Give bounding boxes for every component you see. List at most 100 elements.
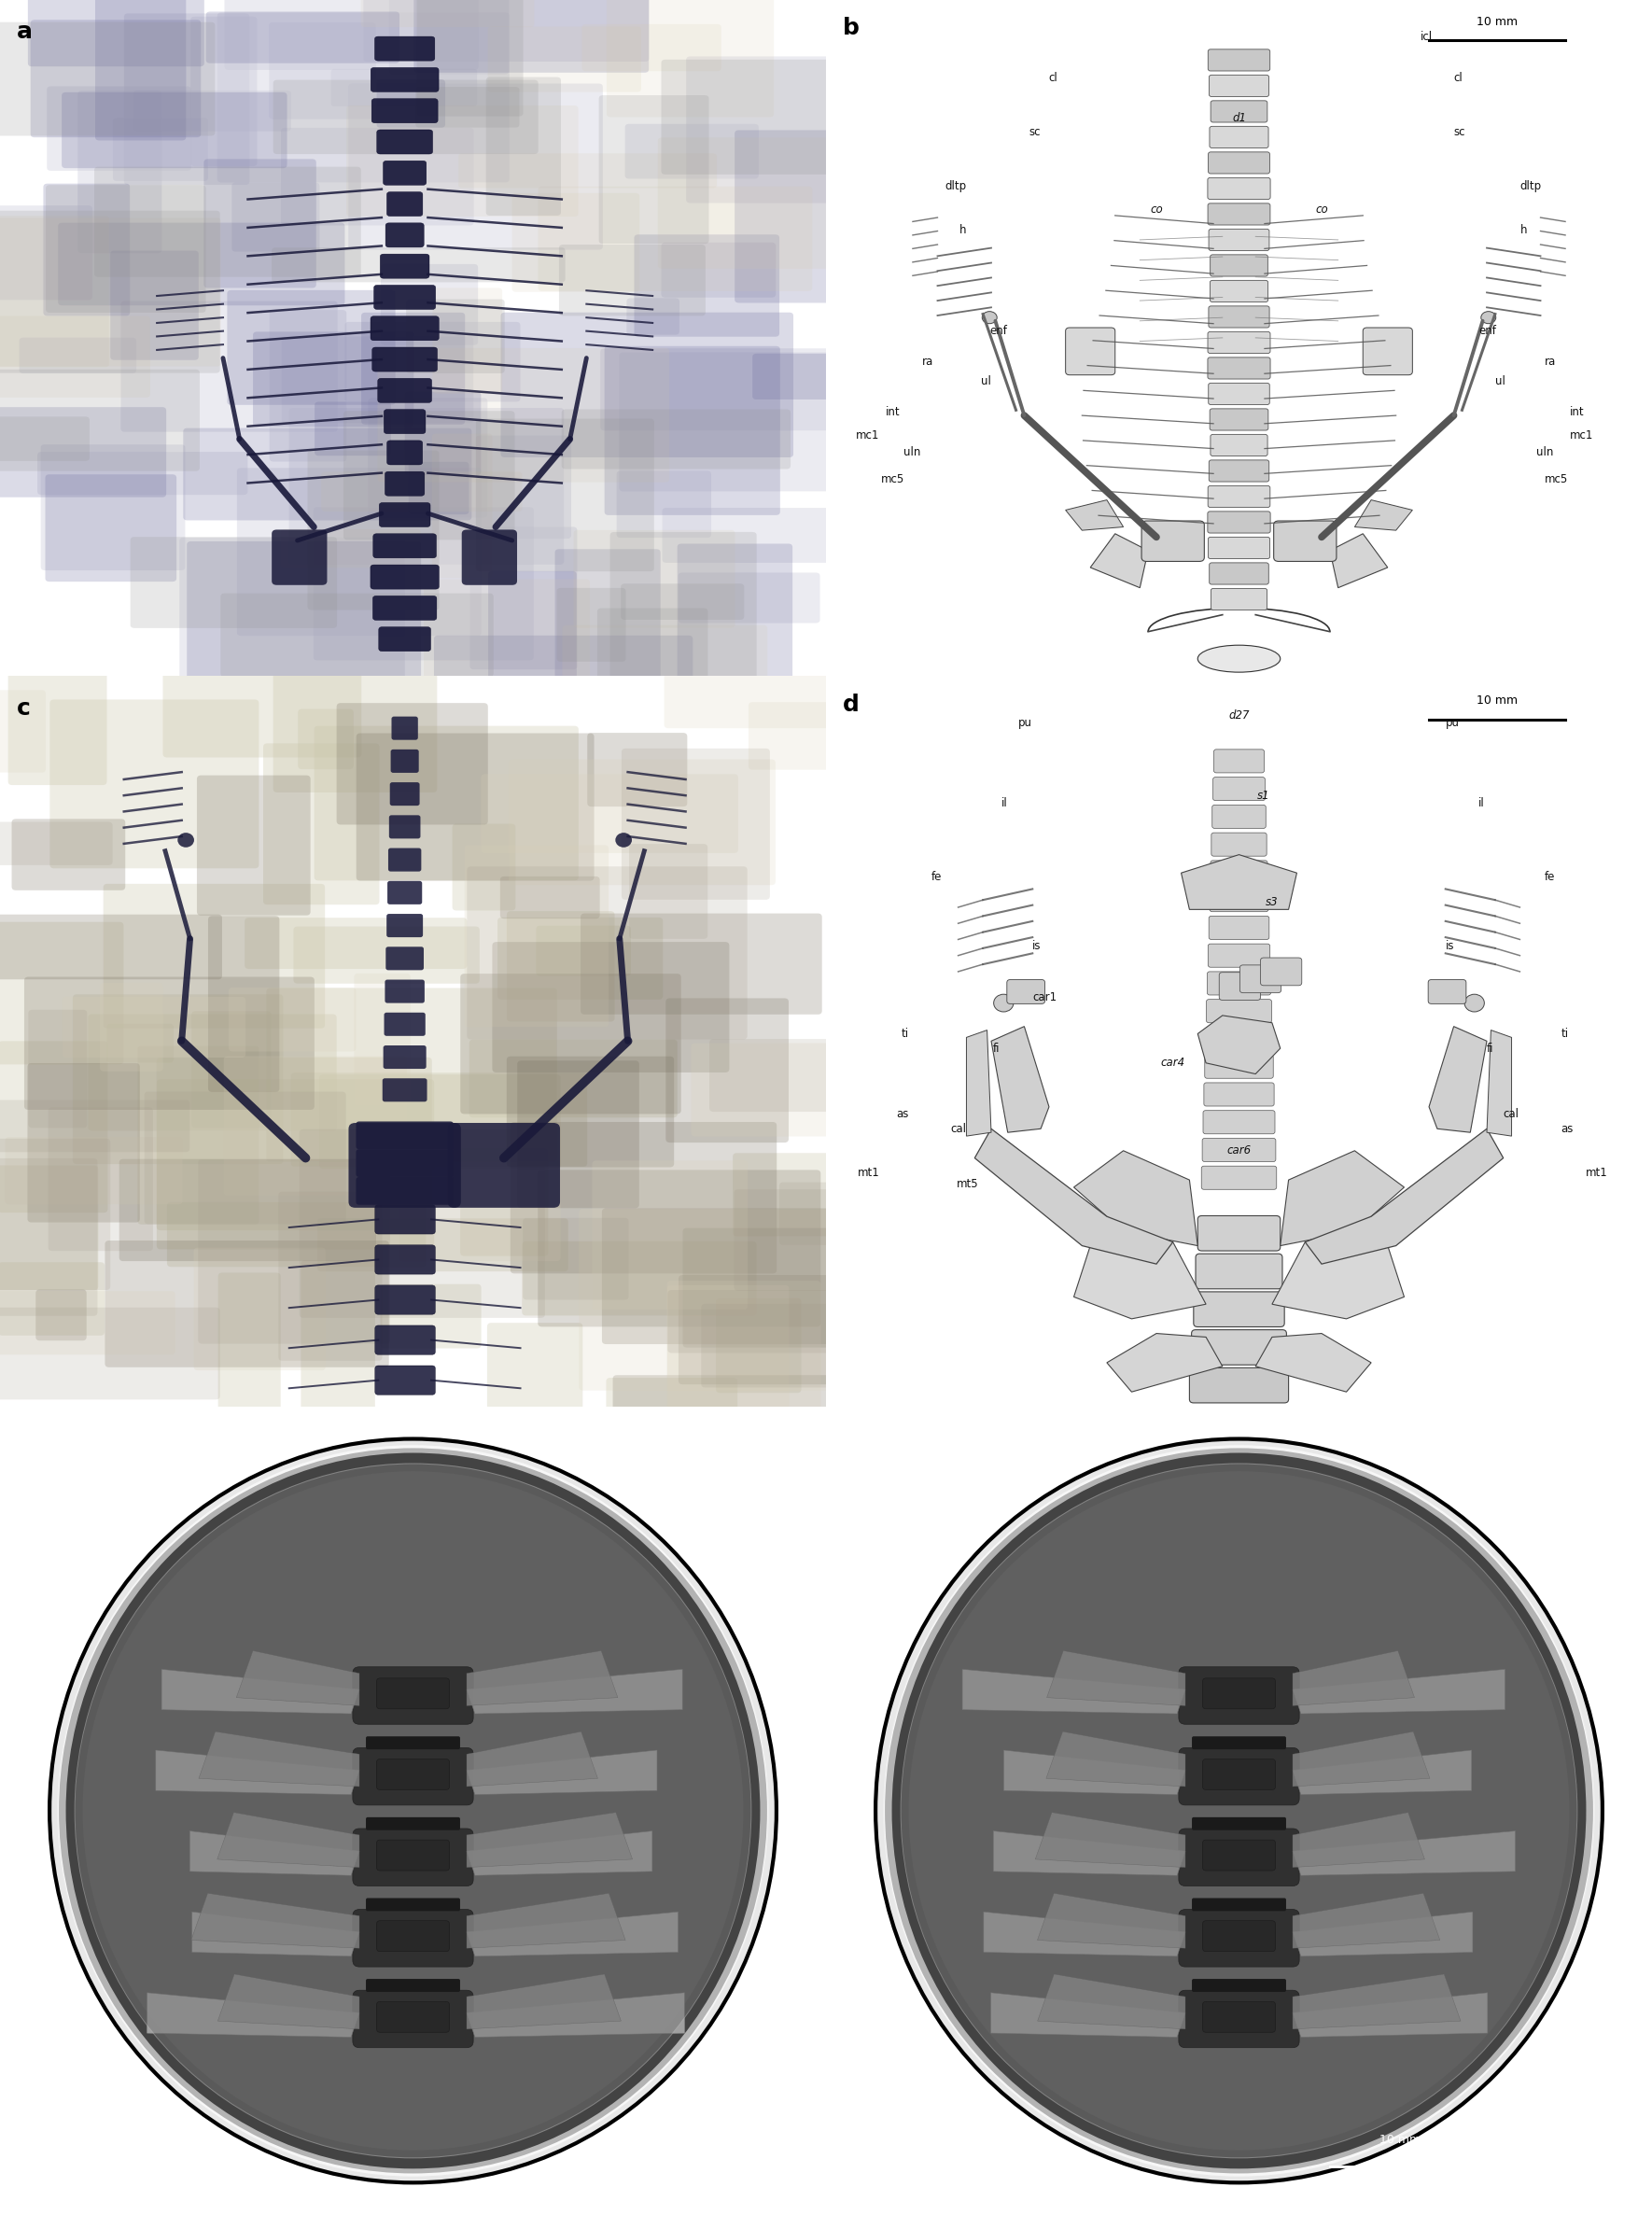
FancyBboxPatch shape xyxy=(461,529,517,585)
FancyBboxPatch shape xyxy=(1208,332,1270,354)
FancyBboxPatch shape xyxy=(12,820,126,890)
Text: d: d xyxy=(843,693,859,715)
FancyBboxPatch shape xyxy=(360,0,534,27)
FancyBboxPatch shape xyxy=(1203,2002,1275,2033)
FancyBboxPatch shape xyxy=(78,91,162,253)
FancyBboxPatch shape xyxy=(112,117,208,182)
FancyBboxPatch shape xyxy=(1206,1028,1272,1050)
Text: pu: pu xyxy=(1019,718,1032,729)
FancyBboxPatch shape xyxy=(1363,328,1412,374)
Text: sc: sc xyxy=(1454,126,1465,137)
FancyBboxPatch shape xyxy=(691,1043,846,1136)
FancyBboxPatch shape xyxy=(231,182,319,253)
FancyBboxPatch shape xyxy=(1180,1991,1300,2047)
Circle shape xyxy=(615,833,631,848)
Polygon shape xyxy=(466,1732,598,1788)
FancyBboxPatch shape xyxy=(1193,1978,1287,1991)
FancyBboxPatch shape xyxy=(620,352,849,492)
FancyBboxPatch shape xyxy=(357,733,595,882)
FancyBboxPatch shape xyxy=(733,1154,894,1236)
FancyBboxPatch shape xyxy=(1208,49,1270,71)
Text: ul: ul xyxy=(1495,377,1505,388)
FancyBboxPatch shape xyxy=(367,1737,459,1750)
Polygon shape xyxy=(466,1812,633,1867)
Text: dltp: dltp xyxy=(945,179,966,193)
FancyBboxPatch shape xyxy=(0,1158,97,1316)
Text: s3: s3 xyxy=(1265,897,1279,908)
Polygon shape xyxy=(466,1994,684,2038)
FancyBboxPatch shape xyxy=(387,193,423,217)
Polygon shape xyxy=(1074,1243,1206,1318)
Polygon shape xyxy=(466,1670,682,1714)
FancyBboxPatch shape xyxy=(405,392,481,476)
FancyBboxPatch shape xyxy=(616,472,712,538)
FancyBboxPatch shape xyxy=(677,543,793,709)
Text: as: as xyxy=(1561,1123,1574,1134)
FancyBboxPatch shape xyxy=(512,193,639,292)
FancyBboxPatch shape xyxy=(573,529,735,627)
FancyBboxPatch shape xyxy=(1219,972,1260,1001)
FancyBboxPatch shape xyxy=(1203,1139,1275,1161)
FancyBboxPatch shape xyxy=(0,408,167,496)
FancyBboxPatch shape xyxy=(1274,521,1336,560)
Ellipse shape xyxy=(900,1464,1578,2157)
FancyBboxPatch shape xyxy=(661,60,859,175)
FancyBboxPatch shape xyxy=(0,22,215,135)
FancyBboxPatch shape xyxy=(273,609,438,793)
FancyBboxPatch shape xyxy=(588,733,687,806)
FancyBboxPatch shape xyxy=(686,55,945,204)
FancyBboxPatch shape xyxy=(281,529,421,567)
FancyBboxPatch shape xyxy=(73,995,282,1165)
FancyBboxPatch shape xyxy=(0,217,221,365)
Polygon shape xyxy=(1107,1333,1222,1391)
FancyBboxPatch shape xyxy=(626,299,679,334)
FancyBboxPatch shape xyxy=(349,1123,461,1207)
FancyBboxPatch shape xyxy=(96,0,187,140)
FancyBboxPatch shape xyxy=(1208,944,1270,968)
FancyBboxPatch shape xyxy=(664,627,881,729)
Polygon shape xyxy=(1280,1152,1404,1245)
FancyBboxPatch shape xyxy=(269,22,377,120)
FancyBboxPatch shape xyxy=(408,463,469,514)
FancyBboxPatch shape xyxy=(606,1378,737,1429)
FancyBboxPatch shape xyxy=(373,286,436,310)
Polygon shape xyxy=(1037,1974,1186,2029)
FancyBboxPatch shape xyxy=(99,983,164,1072)
Text: pu: pu xyxy=(1446,718,1459,729)
FancyBboxPatch shape xyxy=(203,159,316,288)
FancyBboxPatch shape xyxy=(0,206,93,299)
FancyBboxPatch shape xyxy=(1213,804,1265,828)
FancyBboxPatch shape xyxy=(390,749,420,773)
FancyBboxPatch shape xyxy=(380,264,477,346)
FancyBboxPatch shape xyxy=(345,321,520,401)
Polygon shape xyxy=(1294,1670,1505,1714)
FancyBboxPatch shape xyxy=(383,1079,426,1101)
Text: uln: uln xyxy=(1536,447,1553,459)
Text: uln: uln xyxy=(904,447,922,459)
FancyBboxPatch shape xyxy=(297,709,354,769)
FancyBboxPatch shape xyxy=(375,1285,434,1313)
FancyBboxPatch shape xyxy=(218,13,509,182)
Polygon shape xyxy=(1330,534,1388,587)
FancyBboxPatch shape xyxy=(522,1218,629,1300)
FancyBboxPatch shape xyxy=(28,1063,140,1223)
Ellipse shape xyxy=(50,1440,776,2182)
FancyBboxPatch shape xyxy=(131,536,337,629)
FancyBboxPatch shape xyxy=(377,1920,449,1951)
Ellipse shape xyxy=(876,1440,1602,2182)
Polygon shape xyxy=(1294,1994,1487,2038)
FancyBboxPatch shape xyxy=(390,782,420,806)
FancyBboxPatch shape xyxy=(30,20,202,137)
FancyBboxPatch shape xyxy=(385,224,425,248)
FancyBboxPatch shape xyxy=(375,35,434,60)
FancyBboxPatch shape xyxy=(375,1245,434,1274)
FancyBboxPatch shape xyxy=(487,27,641,93)
FancyBboxPatch shape xyxy=(715,1298,801,1393)
FancyBboxPatch shape xyxy=(1198,1216,1280,1251)
FancyBboxPatch shape xyxy=(578,1209,862,1391)
FancyBboxPatch shape xyxy=(164,614,362,758)
FancyBboxPatch shape xyxy=(1204,1083,1274,1105)
FancyBboxPatch shape xyxy=(406,299,504,374)
Text: is: is xyxy=(1446,939,1454,952)
FancyBboxPatch shape xyxy=(28,1010,88,1127)
